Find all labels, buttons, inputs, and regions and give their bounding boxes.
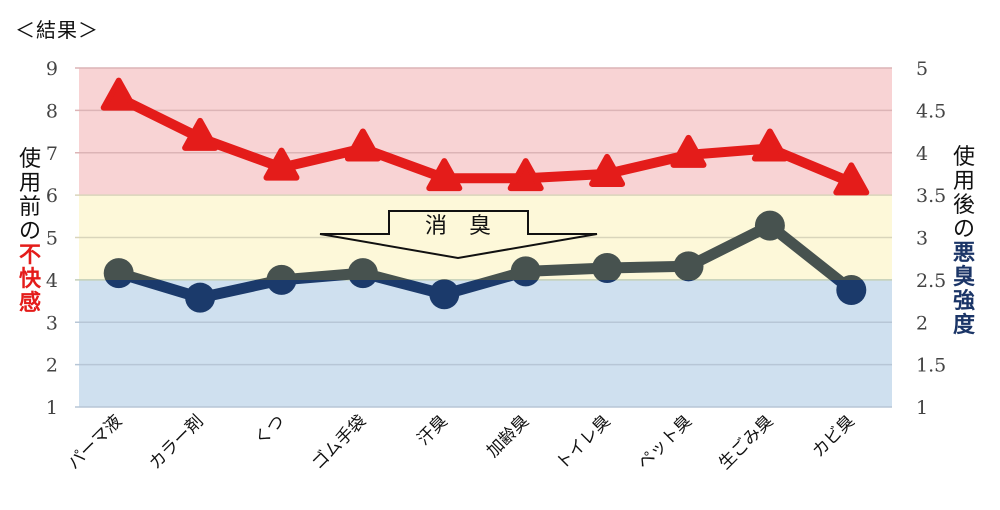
left-tick-label: 1	[46, 397, 58, 419]
right-axis-title-emphasis: 悪臭強度	[952, 241, 975, 338]
left-tick-label: 2	[46, 355, 58, 377]
before-point-marker	[100, 77, 137, 111]
right-tick-label: 2	[916, 312, 928, 334]
deodorize-arrow: 消 臭	[319, 210, 598, 260]
left-tick-label: 3	[46, 312, 58, 334]
left-axis-title-prefix: 使用前の	[18, 147, 41, 244]
after-point-marker	[103, 258, 134, 280]
before-point-marker	[426, 158, 463, 192]
after-point-marker	[185, 282, 216, 313]
after-point-marker	[266, 264, 297, 280]
after-point-marker	[840, 275, 863, 280]
right-tick-label: 3.5	[916, 185, 946, 207]
after-point-marker	[439, 279, 449, 280]
before-point-marker	[589, 153, 626, 187]
right-tick-label: 4	[916, 143, 928, 165]
category-label: パーマ液	[64, 411, 126, 473]
chart-title: ＜結果＞	[15, 18, 99, 42]
before-point-marker	[507, 158, 544, 192]
after-point-marker	[349, 280, 377, 289]
right-tick-label: 1.5	[916, 355, 946, 377]
category-label: カビ臭	[809, 411, 859, 461]
after-point-marker	[836, 280, 867, 306]
after-point-marker	[598, 280, 617, 284]
after-line	[117, 220, 848, 280]
right-tick-label: 3	[916, 228, 928, 250]
left-tick-label: 4	[46, 270, 58, 292]
before-point-marker	[751, 128, 788, 162]
right-axis-title-prefix: 使用後の	[952, 145, 975, 242]
left-axis-title-emphasis: 不快感	[18, 243, 41, 316]
category-label: カラー剤	[145, 411, 207, 473]
before-line	[116, 93, 854, 188]
before-point-marker	[833, 162, 870, 196]
right-tick-label: 1	[916, 397, 928, 419]
category-label: ゴム手袋	[308, 411, 371, 474]
deodorize-label: 消 臭	[425, 214, 491, 239]
category-label: 生ごみ臭	[715, 411, 777, 473]
right-tick-label: 5	[916, 58, 928, 80]
right-axis-title: 使用後の悪臭強度	[952, 146, 976, 338]
after-point-marker	[429, 280, 460, 310]
left-axis-ticks: 1 2 3 4 5 6 7 8 9	[46, 58, 58, 419]
right-tick-label: 2.5	[916, 270, 946, 292]
before-point-marker	[344, 128, 381, 162]
right-tick-label: 4.5	[916, 100, 946, 122]
category-labels: パーマ液 カラー剤 くつ ゴム手袋 汗臭 加齢臭 トイレ臭 ペット臭 生ごみ臭 カビ臭	[64, 411, 859, 474]
left-tick-label: 5	[46, 228, 58, 250]
after-point-marker	[682, 280, 695, 282]
left-tick-label: 6	[46, 185, 58, 207]
right-axis-ticks: 1 1.5 2 2.5 3 3.5 4 4.5 5	[916, 58, 946, 419]
series-before-use	[100, 77, 870, 196]
after-point-marker	[592, 253, 623, 280]
after-point-marker	[266, 280, 297, 295]
left-tick-label: 9	[46, 58, 58, 80]
left-tick-label: 7	[46, 143, 58, 165]
category-label: 加齢臭	[483, 411, 533, 461]
category-label: くつ	[251, 411, 289, 449]
left-tick-label: 8	[46, 100, 58, 122]
after-point-marker	[513, 280, 538, 287]
before-point-marker	[670, 134, 707, 168]
after-line	[122, 280, 855, 304]
after-point-marker	[510, 256, 541, 280]
after-point-marker	[754, 210, 785, 241]
after-point-marker	[673, 251, 704, 280]
series-after-use	[103, 210, 867, 313]
category-label: トイレ臭	[552, 411, 614, 473]
left-axis-title: 使用前の不快感	[18, 148, 42, 316]
after-point-marker	[347, 258, 378, 280]
before-point-marker	[182, 117, 219, 151]
category-label: ペット臭	[634, 411, 696, 473]
category-label: 汗臭	[414, 411, 452, 449]
after-point-marker	[105, 280, 133, 289]
before-point-marker	[263, 147, 300, 181]
